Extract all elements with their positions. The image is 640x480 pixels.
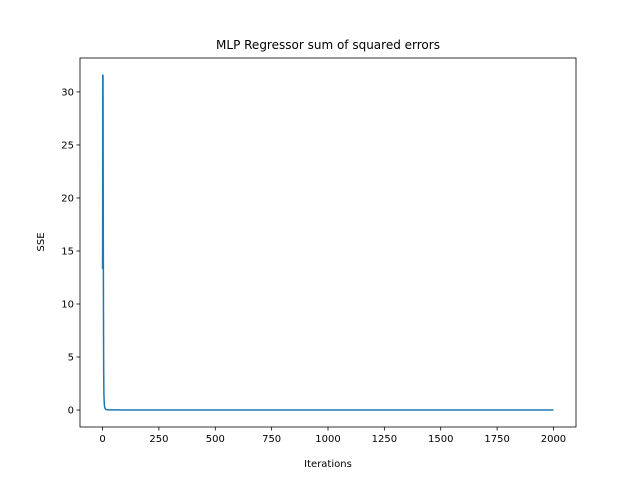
x-tick-label: 1500 [428,434,453,445]
y-tick-label: 15 [61,246,74,257]
x-tick-label: 0 [99,434,105,445]
chart-title: MLP Regressor sum of squared errors [216,38,440,52]
y-axis-label: SSE [36,232,47,251]
x-tick-label: 1250 [372,434,397,445]
x-tick-label: 1750 [484,434,509,445]
series-line-0 [101,74,554,411]
x-tick-label: 1000 [315,434,340,445]
x-tick-label: 2000 [541,434,566,445]
x-tick-label: 500 [206,434,225,445]
x-tick-label: 750 [262,434,281,445]
y-tick-label: 25 [61,140,74,151]
plot-area: 0 250 500 750 1000 1250 1500 1750 2000 0 5 10 15 20 25… [61,57,577,445]
y-tick-label: 10 [61,300,74,311]
y-tick-label: 0 [68,406,74,417]
y-tick-label: 5 [68,353,74,364]
x-axis-label: Iterations [304,459,352,470]
y-tick-label: 30 [61,87,74,98]
x-tick-label: 250 [149,434,168,445]
y-tick-label: 20 [61,193,74,204]
